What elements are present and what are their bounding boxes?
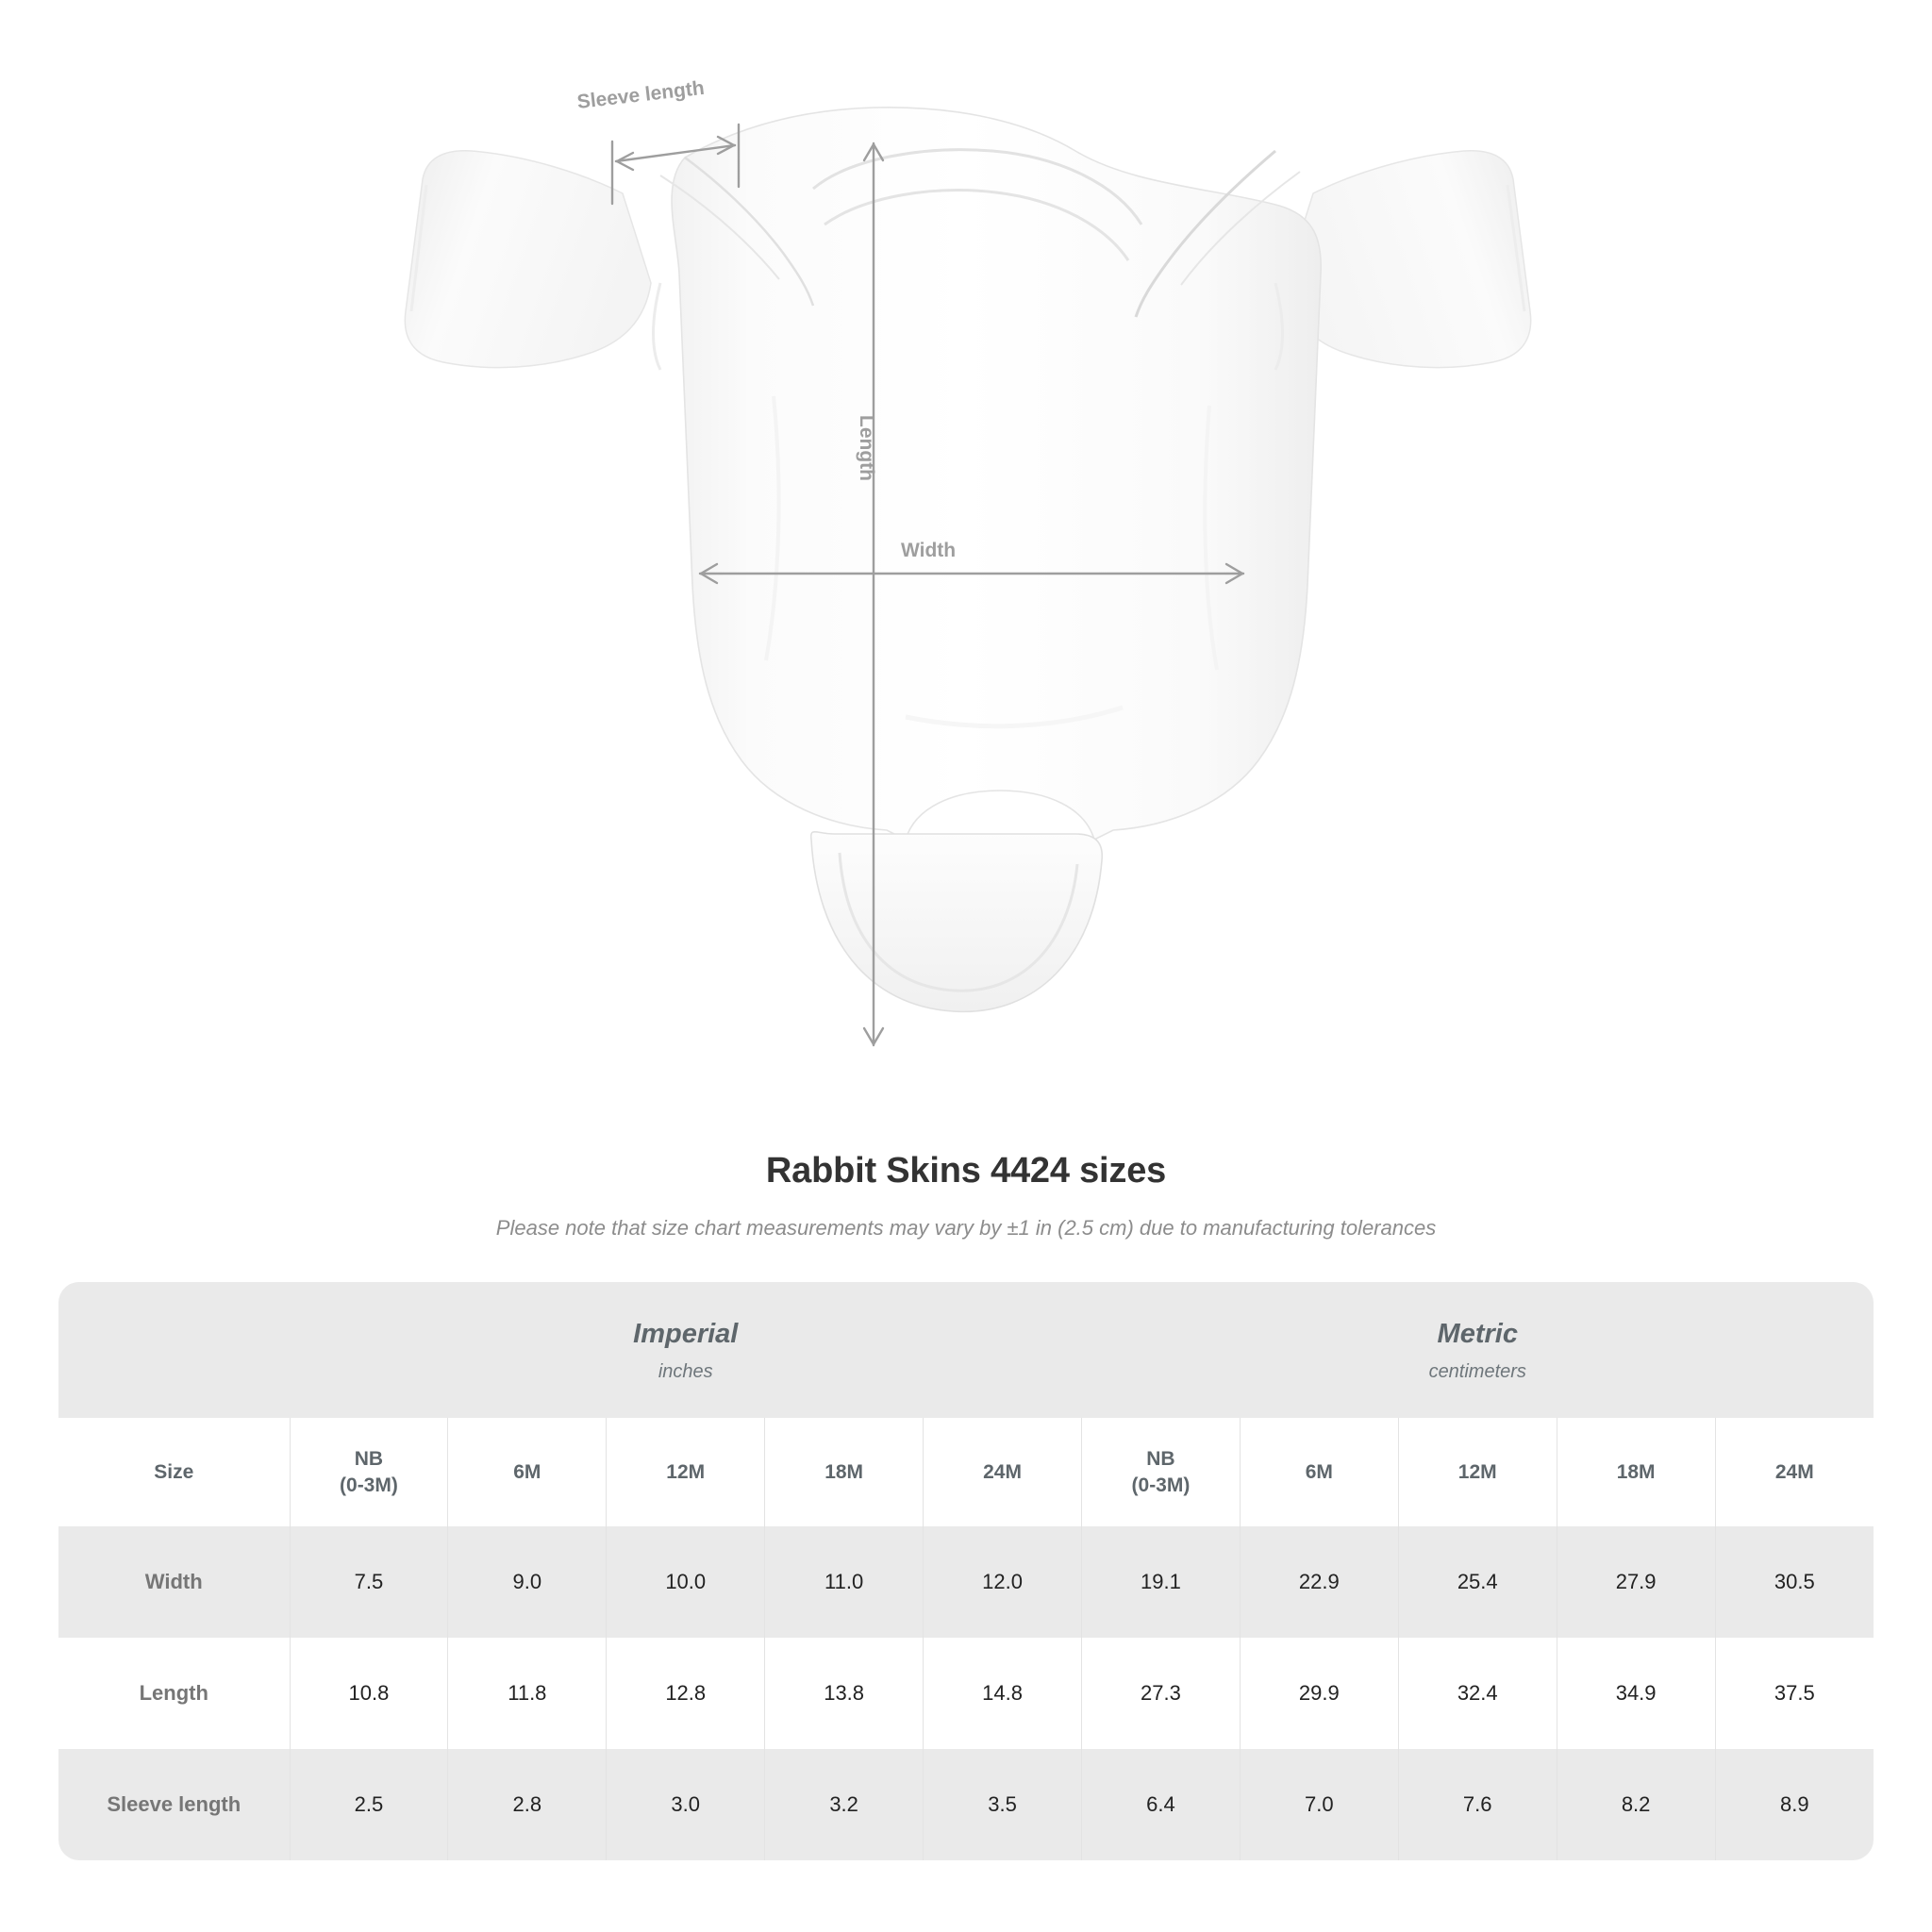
table-row: Width 7.5 9.0 10.0 11.0 12.0 19.1 22.9 2…	[58, 1526, 1874, 1638]
column-header-metric-6m: 6M	[1239, 1418, 1399, 1526]
row-label-sleeve-length: Sleeve length	[58, 1749, 290, 1860]
cell-sleeve-imperial-nb: 2.5	[289, 1749, 448, 1860]
column-header-imperial-6m: 6M	[447, 1418, 607, 1526]
column-header-imperial-nb: NB (0-3M)	[289, 1418, 448, 1526]
page-title: Rabbit Skins 4424 sizes	[765, 1151, 1167, 1191]
neckline-inner	[824, 189, 1130, 261]
cell-sleeve-imperial-6m: 2.8	[447, 1749, 607, 1860]
cell-width-imperial-18m: 11.0	[764, 1526, 924, 1638]
column-header-imperial-18m: 18M	[764, 1418, 924, 1526]
crotch-hem-stitch	[838, 852, 1079, 992]
column-header-imperial-12m: 12M	[606, 1418, 765, 1526]
column-header-metric-nb: NB (0-3M)	[1081, 1418, 1241, 1526]
cell-length-metric-24m: 37.5	[1714, 1638, 1874, 1749]
cell-length-metric-nb: 27.3	[1081, 1638, 1241, 1749]
column-header-nb-line1: NB	[354, 1448, 384, 1471]
cell-length-metric-18m: 34.9	[1556, 1638, 1716, 1749]
column-header-size: Size	[58, 1418, 290, 1526]
cell-width-metric-nb: 19.1	[1081, 1526, 1241, 1638]
unit-header-imperial: Imperial inches	[290, 1282, 1082, 1418]
cell-width-imperial-nb: 7.5	[289, 1526, 448, 1638]
cell-sleeve-metric-nb: 6.4	[1081, 1749, 1241, 1860]
cell-width-metric-12m: 25.4	[1397, 1526, 1557, 1638]
body-fold-right	[1203, 405, 1219, 671]
cell-width-imperial-12m: 10.0	[606, 1526, 765, 1638]
cell-length-metric-12m: 32.4	[1397, 1638, 1557, 1749]
column-header-nb-line2: (0-3M)	[1131, 1474, 1191, 1496]
column-header-metric-12m: 12M	[1397, 1418, 1557, 1526]
cell-width-imperial-24m: 12.0	[923, 1526, 1082, 1638]
left-sleeve	[404, 150, 652, 369]
column-header-imperial-24m: 24M	[923, 1418, 1082, 1526]
right-sleeve	[1284, 150, 1532, 369]
cell-sleeve-metric-6m: 7.0	[1239, 1749, 1399, 1860]
left-lap-shoulder-seam	[684, 156, 815, 307]
unit-header-spacer	[58, 1282, 290, 1418]
column-header-nb-line1: NB	[1146, 1448, 1175, 1471]
cell-sleeve-metric-18m: 8.2	[1556, 1749, 1716, 1860]
cell-width-metric-18m: 27.9	[1556, 1526, 1716, 1638]
cell-sleeve-metric-12m: 7.6	[1397, 1749, 1557, 1860]
cell-length-imperial-6m: 11.8	[447, 1638, 607, 1749]
unit-header-metric: Metric centimeters	[1081, 1282, 1874, 1418]
cell-sleeve-imperial-18m: 3.2	[764, 1749, 924, 1860]
cell-length-imperial-24m: 14.8	[923, 1638, 1082, 1749]
cell-width-imperial-6m: 9.0	[447, 1526, 607, 1638]
table-row: Sleeve length 2.5 2.8 3.0 3.2 3.5 6.4 7.…	[58, 1749, 1874, 1860]
width-annotation-label: Width	[901, 540, 957, 561]
unit-sub-imperial: inches	[658, 1360, 713, 1382]
cell-length-imperial-12m: 12.8	[606, 1638, 765, 1749]
cell-length-metric-6m: 29.9	[1239, 1638, 1399, 1749]
page-subtitle: Please note that size chart measurements…	[495, 1216, 1437, 1240]
unit-sub-metric: centimeters	[1428, 1360, 1526, 1382]
neckline-outer	[812, 148, 1143, 225]
body-fold-hem	[905, 705, 1124, 729]
cell-sleeve-imperial-12m: 3.0	[606, 1749, 765, 1860]
garment-illustration: Sleeve length Length Width	[404, 77, 1532, 1047]
cell-sleeve-imperial-24m: 3.5	[923, 1749, 1082, 1860]
cell-width-metric-24m: 30.5	[1714, 1526, 1874, 1638]
baby-bodysuit-illustration	[404, 106, 1532, 1013]
row-label-width: Width	[58, 1526, 290, 1638]
column-header-nb-line2: (0-3M)	[340, 1474, 398, 1496]
cell-width-metric-6m: 22.9	[1239, 1526, 1399, 1638]
column-header-metric-18m: 18M	[1556, 1418, 1716, 1526]
table-row: Length 10.8 11.8 12.8 13.8 14.8 27.3 29.…	[58, 1638, 1874, 1749]
bodysuit-body	[671, 106, 1322, 841]
size-table: Imperial inches Metric centimeters Size …	[58, 1282, 1874, 1860]
length-annotation-label: Length	[856, 415, 877, 481]
cell-length-imperial-18m: 13.8	[764, 1638, 924, 1749]
right-sleeve-hem	[1506, 184, 1526, 312]
right-armhole-seam	[1274, 282, 1284, 371]
cell-length-imperial-nb: 10.8	[289, 1638, 448, 1749]
column-header-row: Size NB (0-3M) 6M 12M 18M 24M NB (0-3M) …	[58, 1418, 1874, 1526]
unit-header-row: Imperial inches Metric centimeters	[58, 1282, 1874, 1418]
left-shoulder-fold	[659, 175, 780, 280]
row-label-length: Length	[58, 1638, 290, 1749]
column-header-metric-24m: 24M	[1714, 1418, 1874, 1526]
unit-name-metric: Metric	[1437, 1319, 1518, 1350]
right-lap-shoulder-seam	[1134, 149, 1276, 318]
left-sleeve-hem	[409, 184, 428, 312]
cell-sleeve-metric-24m: 8.9	[1714, 1749, 1874, 1860]
unit-name-imperial: Imperial	[633, 1319, 739, 1350]
size-table-container: Imperial inches Metric centimeters Size …	[58, 1282, 1874, 1860]
body-fold-left	[764, 395, 781, 661]
left-armhole-seam	[652, 282, 662, 371]
right-shoulder-fold	[1180, 171, 1301, 286]
